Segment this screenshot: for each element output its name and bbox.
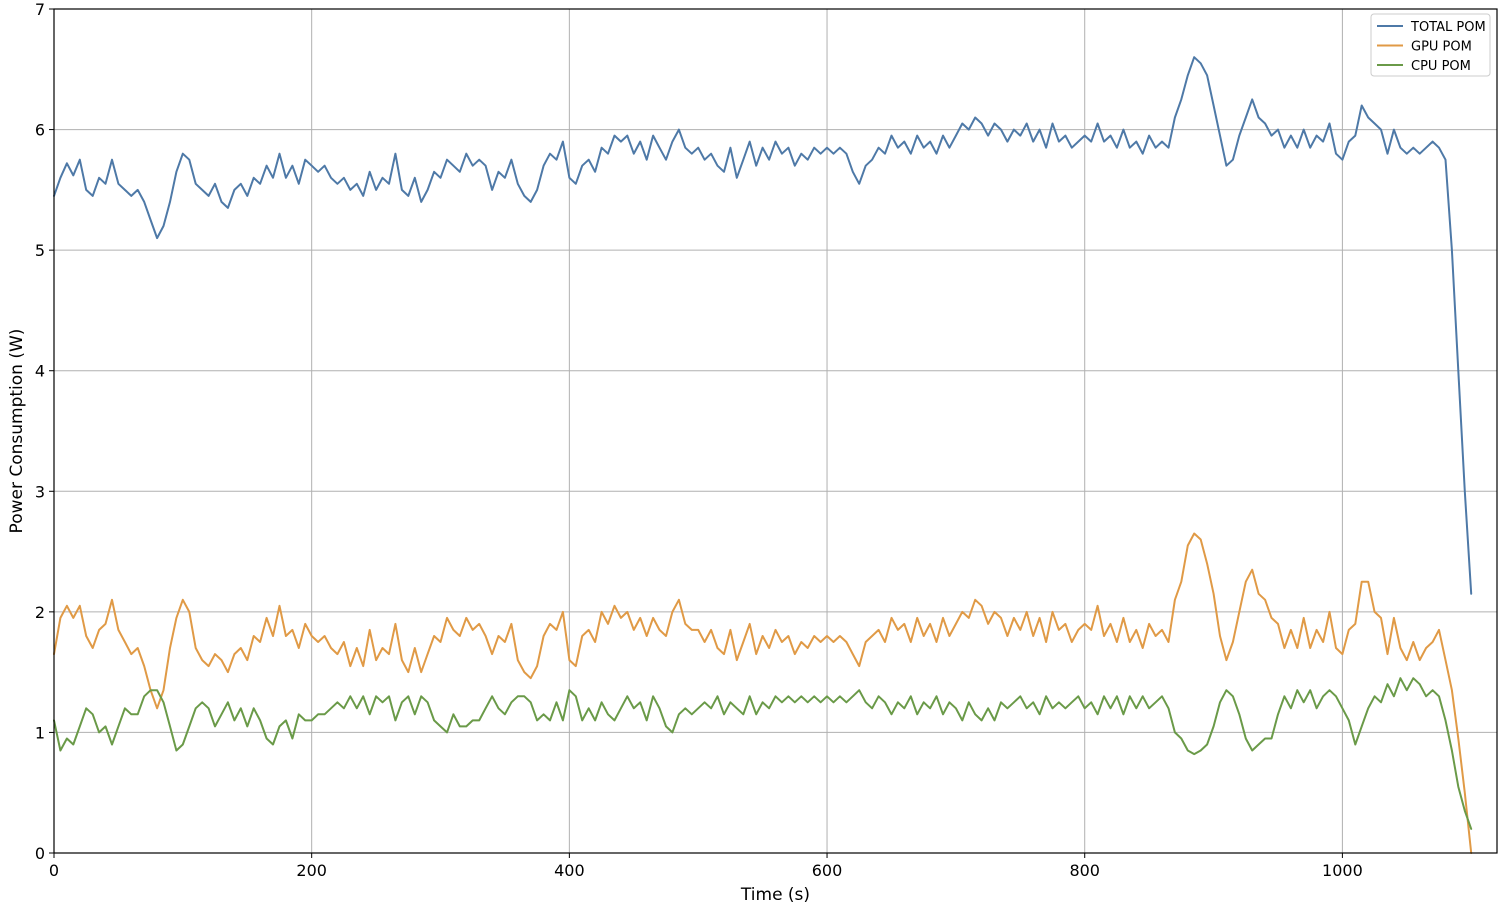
x-tick-label: 200: [296, 861, 327, 880]
y-tick-label: 1: [35, 723, 45, 742]
y-tick-label: 2: [35, 603, 45, 622]
y-tick-label: 4: [35, 362, 45, 381]
series-line-gpu-pom: [53, 532, 1473, 854]
x-tick-label: 400: [554, 861, 585, 880]
y-tick-label: 0: [35, 844, 45, 863]
x-tick-label: 600: [812, 861, 843, 880]
legend: TOTAL POM GPU POM CPU POM: [1370, 13, 1491, 77]
x-tick-label: 0: [49, 861, 59, 880]
legend-box: [1370, 13, 1491, 77]
y-axis-label: Power Consumption (W): [7, 329, 27, 534]
x-axis-label: Time (s): [740, 885, 810, 905]
legend-label: CPU POM: [1411, 59, 1471, 74]
series-lines: [53, 56, 1473, 854]
legend-label: GPU POM: [1411, 40, 1472, 55]
y-tick-label: 5: [35, 241, 45, 260]
y-tick-label: 3: [35, 482, 45, 501]
y-tick-label: 6: [35, 121, 45, 140]
legend-label: TOTAL POM: [1410, 20, 1486, 35]
x-tick-label: 800: [1069, 861, 1100, 880]
plot-frame: [53, 8, 1498, 854]
series-line-total-pom: [53, 56, 1473, 595]
series-line-cpu-pom: [53, 677, 1473, 830]
x-tick-label: 1000: [1322, 861, 1363, 880]
axis-ticks: 0 200 400 600 800 1000 0 1 2 3 4 5 6 7: [35, 0, 1363, 880]
y-tick-label: 7: [35, 0, 45, 19]
